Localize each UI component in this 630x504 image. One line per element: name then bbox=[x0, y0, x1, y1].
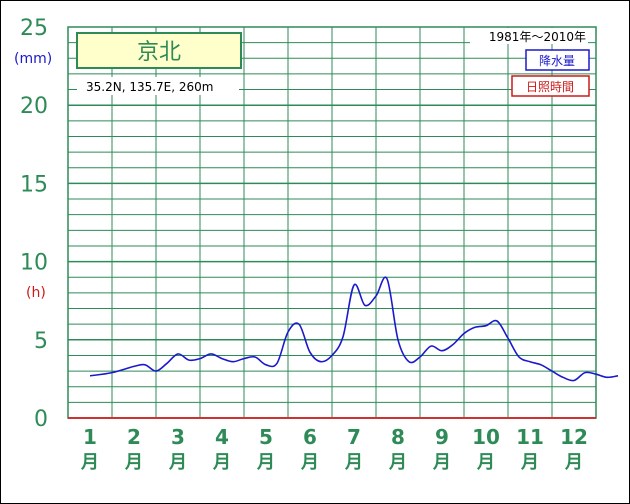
x-tick-unit: 月 bbox=[300, 452, 319, 473]
y-unit-left: (mm) bbox=[14, 51, 52, 67]
x-tick-unit: 月 bbox=[80, 452, 99, 473]
x-tick-label: 5 bbox=[259, 425, 273, 449]
x-tick-label: 9 bbox=[435, 425, 449, 449]
x-tick-unit: 月 bbox=[388, 452, 407, 473]
y-tick-label: 0 bbox=[34, 407, 48, 432]
title-box bbox=[76, 32, 242, 69]
y-tick-label: 15 bbox=[20, 172, 48, 197]
x-tick-label: 12 bbox=[560, 425, 588, 449]
location-box bbox=[77, 77, 239, 95]
y-tick-label: 25 bbox=[20, 16, 48, 41]
series-layer bbox=[89, 276, 619, 382]
chart-title: 京北 bbox=[137, 40, 181, 65]
x-tick-unit: 月 bbox=[564, 452, 583, 473]
x-tick-label: 2 bbox=[127, 425, 141, 449]
y-unit-right: (h) bbox=[26, 285, 46, 301]
y-tick-label: 20 bbox=[20, 94, 48, 119]
legend-precip: 降水量 bbox=[539, 54, 575, 68]
legend-sunshine: 日照時間 bbox=[526, 80, 574, 94]
location-text: 35.2N, 135.7E, 260m bbox=[86, 80, 213, 94]
x-tick-unit: 月 bbox=[344, 452, 363, 473]
x-tick-unit: 月 bbox=[476, 452, 495, 473]
x-tick-labels: 1 月 2 月 3 月 4 月 5 月 6 月 7 月 8 月 9 月 10 月 11 月 12 月 bbox=[80, 425, 588, 473]
x-tick-unit: 月 bbox=[520, 452, 539, 473]
period-text: 1981年～2010年 bbox=[489, 30, 586, 44]
x-tick-label: 3 bbox=[171, 425, 185, 449]
y-tick-label: 10 bbox=[20, 251, 48, 276]
x-tick-label: 10 bbox=[472, 425, 500, 449]
x-tick-label: 1 bbox=[83, 425, 97, 449]
chart-grid bbox=[67, 26, 597, 419]
x-tick-label: 7 bbox=[347, 425, 361, 449]
x-tick-unit: 月 bbox=[432, 452, 451, 473]
series-line-precipitation bbox=[89, 276, 619, 382]
y-tick-label: 5 bbox=[34, 329, 48, 354]
legend-precip-box bbox=[525, 49, 590, 71]
legend-sunshine-box bbox=[511, 75, 590, 97]
x-tick-label: 6 bbox=[303, 425, 317, 449]
y-tick-labels: 0 5 10 15 20 25 bbox=[20, 16, 48, 432]
x-tick-unit: 月 bbox=[256, 452, 275, 473]
x-tick-label: 4 bbox=[215, 425, 229, 449]
x-tick-unit: 月 bbox=[124, 452, 143, 473]
x-tick-unit: 月 bbox=[212, 452, 231, 473]
x-tick-label: 8 bbox=[391, 425, 405, 449]
period-box bbox=[470, 28, 588, 44]
x-tick-label: 11 bbox=[516, 425, 544, 449]
x-tick-unit: 月 bbox=[168, 452, 187, 473]
